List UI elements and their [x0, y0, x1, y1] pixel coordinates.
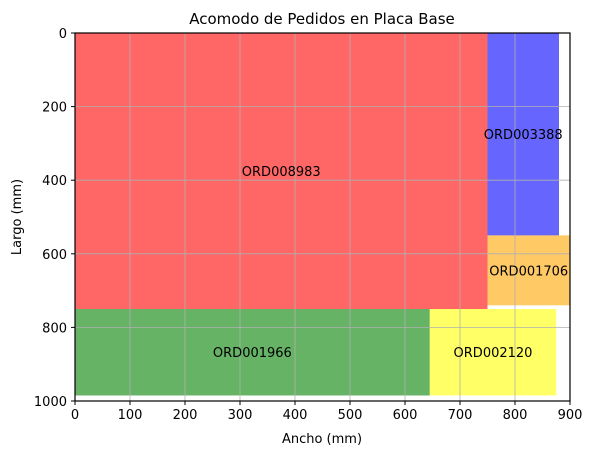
x-tick-label: 500	[338, 408, 363, 423]
x-axis-ticks: 0 100 200 300 400 500 600 700 800 900	[71, 401, 583, 423]
x-tick-label: 200	[173, 408, 198, 423]
order-label-ord001966: ORD001966	[213, 346, 292, 361]
rectangles-layer	[75, 33, 570, 396]
chart-title: Acomodo de Pedidos en Placa Base	[189, 10, 455, 28]
y-tick-label: 1000	[34, 395, 67, 410]
y-tick-label: 0	[59, 27, 67, 42]
x-tick-label: 400	[283, 408, 308, 423]
y-axis-label: Largo (mm)	[10, 179, 25, 255]
rect-labels-layer: ORD008983 ORD003388 ORD001706 ORD001966 ORD0…	[213, 128, 568, 361]
order-rect-ord002120	[429, 309, 557, 396]
x-axis-label: Ancho (mm)	[282, 432, 362, 447]
order-rect-ord008983	[75, 33, 488, 309]
y-tick-label: 800	[42, 321, 67, 336]
order-rect-ord003388	[487, 33, 559, 236]
y-axis-ticks: 0 200 400 600 800 1000	[34, 27, 75, 410]
plot-frame	[74, 32, 571, 402]
x-tick-label: 0	[71, 408, 79, 423]
y-tick-label: 200	[42, 101, 67, 116]
order-rect-ord001966	[75, 309, 430, 396]
y-tick-label: 400	[42, 174, 67, 189]
x-tick-label: 700	[448, 408, 473, 423]
x-tick-label: 900	[558, 408, 583, 423]
order-rect-ord001706	[487, 235, 570, 306]
x-tick-label: 800	[503, 408, 528, 423]
order-label-ord001706: ORD001706	[489, 264, 568, 279]
order-label-ord003388: ORD003388	[484, 128, 563, 143]
x-tick-label: 100	[118, 408, 143, 423]
y-tick-label: 600	[42, 248, 67, 263]
x-tick-label: 300	[228, 408, 253, 423]
order-label-ord008983: ORD008983	[242, 165, 321, 180]
order-label-ord002120: ORD002120	[454, 346, 533, 361]
x-tick-label: 600	[393, 408, 418, 423]
